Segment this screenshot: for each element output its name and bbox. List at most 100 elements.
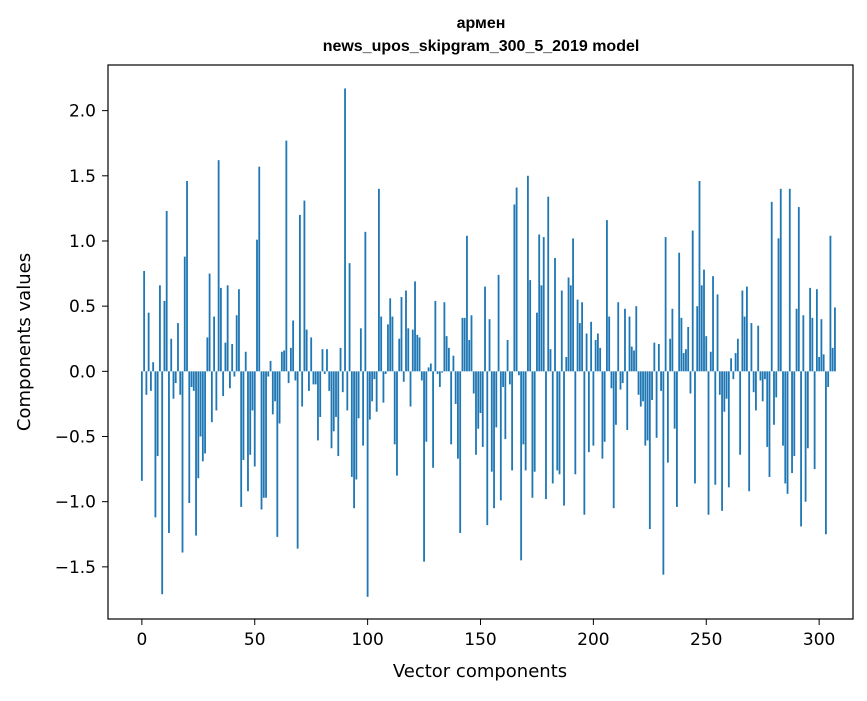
bar xyxy=(590,321,593,372)
bar xyxy=(612,371,615,509)
bar xyxy=(788,188,791,372)
bar xyxy=(601,371,604,459)
bar xyxy=(572,238,574,372)
bar xyxy=(143,270,146,372)
y-axis-label: Components values xyxy=(14,253,35,431)
bar xyxy=(761,371,764,402)
bar xyxy=(346,371,349,411)
bar xyxy=(804,371,807,502)
bar xyxy=(459,371,462,533)
bar xyxy=(732,371,735,380)
bar xyxy=(466,235,468,372)
bar xyxy=(398,338,401,372)
bar xyxy=(170,338,173,372)
bar xyxy=(210,371,213,423)
bar xyxy=(633,350,635,372)
bar xyxy=(292,320,295,372)
bar xyxy=(271,371,274,415)
bar xyxy=(253,371,256,467)
y-tick-label: 1.5 xyxy=(69,167,96,187)
y-tick-label: 0.5 xyxy=(69,297,96,317)
bar xyxy=(163,300,166,372)
bar xyxy=(664,237,667,372)
bar xyxy=(820,319,823,372)
y-axis-ticks: −1.5 −1.0 −0.5 0.0 0.5 1.0 1.5 2.0 xyxy=(55,102,108,578)
bar xyxy=(481,371,484,447)
bar xyxy=(161,371,164,595)
bar xyxy=(251,371,254,411)
bar xyxy=(380,316,383,372)
bar xyxy=(199,371,202,437)
bar xyxy=(673,371,676,429)
bar xyxy=(671,308,674,372)
bar xyxy=(357,371,360,419)
bar xyxy=(240,371,243,507)
bar xyxy=(619,371,622,390)
bar xyxy=(350,371,353,477)
x-axis-ticks: 0 50 100 150 200 250 300 xyxy=(136,619,835,650)
y-tick-label: −0.5 xyxy=(55,428,96,448)
bar xyxy=(752,371,755,393)
bar xyxy=(610,371,613,389)
y-tick-label: 0.0 xyxy=(69,362,96,382)
bar xyxy=(669,338,672,372)
bar xyxy=(599,347,602,372)
bar xyxy=(635,306,638,372)
bar xyxy=(332,371,335,432)
bar xyxy=(475,371,477,455)
bar xyxy=(786,371,789,494)
bar xyxy=(330,371,333,449)
bar xyxy=(217,160,220,372)
x-tick-label: 200 xyxy=(577,630,609,650)
bar xyxy=(355,371,358,480)
bar xyxy=(438,371,441,387)
bar xyxy=(696,306,699,372)
bar xyxy=(777,238,780,372)
bar xyxy=(766,371,769,447)
bar xyxy=(700,285,703,372)
bar xyxy=(802,315,805,372)
bar xyxy=(716,294,719,372)
bar xyxy=(705,336,708,372)
bar xyxy=(628,316,631,372)
bar xyxy=(698,181,701,372)
bar xyxy=(262,371,265,498)
bar xyxy=(149,371,152,391)
bar xyxy=(312,371,315,385)
bar xyxy=(436,371,439,374)
bars-group xyxy=(140,88,836,597)
bar xyxy=(806,371,809,449)
bar xyxy=(265,371,267,498)
bar xyxy=(400,297,403,372)
bar xyxy=(371,371,374,402)
bar xyxy=(511,371,514,471)
bar xyxy=(818,356,821,372)
bar xyxy=(258,166,261,372)
bar xyxy=(188,371,191,503)
bar xyxy=(775,371,778,398)
bar xyxy=(642,371,644,402)
bar xyxy=(335,371,337,417)
bar xyxy=(213,316,216,372)
bar xyxy=(303,200,306,372)
bar xyxy=(574,371,577,475)
bar xyxy=(461,317,464,372)
bar xyxy=(538,234,541,372)
bar xyxy=(800,371,802,527)
bar xyxy=(639,371,642,407)
bar xyxy=(608,316,611,372)
bar xyxy=(457,371,459,459)
bar xyxy=(682,353,685,372)
bar xyxy=(224,342,227,372)
bar xyxy=(721,371,723,511)
bar xyxy=(229,371,231,389)
bar xyxy=(267,371,270,377)
bar xyxy=(517,371,520,376)
bar xyxy=(764,371,766,380)
bar xyxy=(782,371,784,446)
bar xyxy=(289,347,292,372)
bar xyxy=(337,371,340,457)
bar xyxy=(493,371,495,509)
